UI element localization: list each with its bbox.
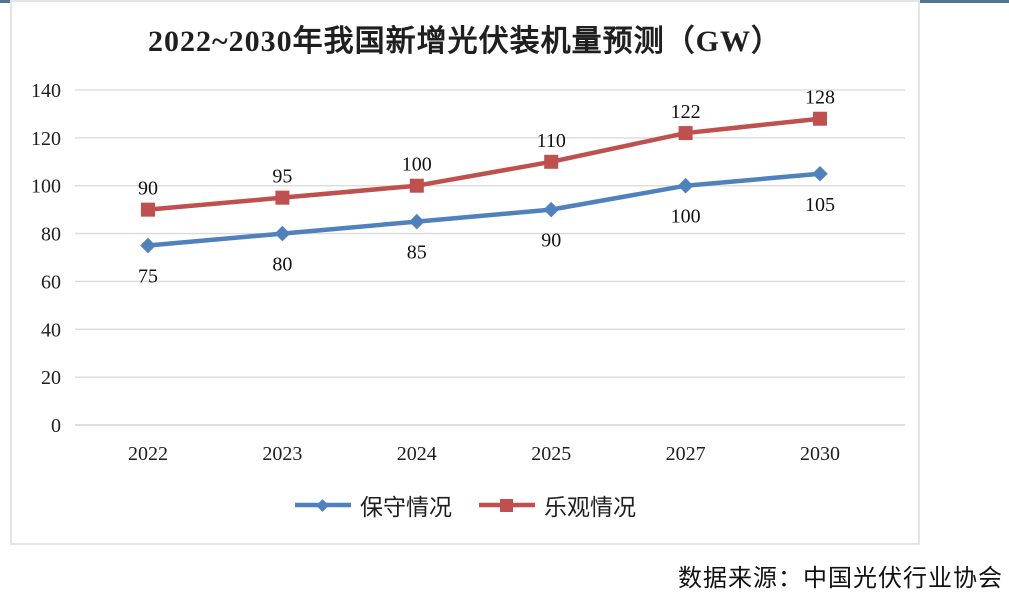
- data-label: 122: [671, 101, 701, 123]
- x-tick-label: 2027: [666, 443, 706, 465]
- data-point-marker-diamond: [140, 237, 156, 254]
- data-point-marker-square: [544, 154, 559, 169]
- chart-title: 2022~2030年我国新增光伏装机量预测（GW）: [148, 25, 782, 58]
- data-point-marker-square: [409, 178, 424, 193]
- data-source-note: 数据来源：中国光伏行业协会: [678, 566, 1003, 592]
- data-label: 100: [671, 206, 701, 228]
- data-label: 80: [272, 254, 292, 276]
- data-label: 100: [402, 154, 432, 176]
- data-label: 85: [407, 242, 427, 264]
- legend-item-optimistic: 乐观情况: [478, 488, 636, 522]
- data-label: 75: [138, 266, 158, 288]
- y-tick-label: 0: [51, 415, 61, 437]
- plot-area: 0 20 40 60 80 100 120 140 2022 2023 2024 2025 2027 20…: [31, 80, 905, 465]
- data-point-marker-square: [678, 126, 693, 141]
- data-label: 90: [138, 178, 158, 200]
- y-tick-label: 140: [31, 80, 61, 102]
- data-point-marker-diamond: [409, 213, 425, 230]
- data-point-marker-square: [813, 111, 827, 126]
- legend-line-square-icon: [479, 499, 535, 512]
- y-tick-label: 60: [41, 271, 61, 293]
- data-point-marker-diamond: [543, 201, 559, 218]
- y-tick-label: 80: [41, 224, 61, 246]
- series-line-1: [145, 116, 823, 212]
- data-point-marker-diamond: [274, 225, 291, 242]
- x-tick-label: 2024: [397, 443, 437, 465]
- chart-container: 0 20 40 60 80 100 120 140 2022 2023 2024 2025 2027 20…: [10, 0, 920, 545]
- data-label: 128: [805, 87, 835, 109]
- x-tick-label: 2030: [800, 443, 840, 465]
- y-tick-label: 120: [31, 128, 61, 150]
- data-label: 95: [272, 166, 292, 188]
- legend-square-marker: [500, 499, 513, 512]
- data-point-marker-diamond: [677, 177, 694, 194]
- legend-label-optimistic: 乐观情况: [544, 495, 636, 520]
- chart-legend: 保守情况 乐观情况: [12, 488, 918, 522]
- y-tick-label: 40: [41, 319, 61, 341]
- data-label: 90: [541, 230, 561, 252]
- y-tick-label: 100: [31, 176, 61, 198]
- y-tick-label: 20: [41, 367, 61, 389]
- data-point-marker-diamond: [812, 165, 828, 182]
- legend-diamond-marker: [316, 499, 329, 512]
- data-point-marker-square: [275, 190, 290, 205]
- x-tick-label: 2022: [128, 443, 168, 465]
- legend-line-diamond-icon: [295, 499, 351, 512]
- data-label: 105: [805, 194, 835, 216]
- legend-item-conservative: 保守情况: [294, 488, 452, 522]
- x-tick-label: 2023: [262, 443, 302, 465]
- data-point-marker-square: [141, 202, 155, 217]
- x-tick-label: 2025: [531, 443, 571, 465]
- series-line-0: [145, 171, 823, 248]
- data-label: 110: [537, 130, 566, 152]
- legend-label-conservative: 保守情况: [360, 495, 452, 520]
